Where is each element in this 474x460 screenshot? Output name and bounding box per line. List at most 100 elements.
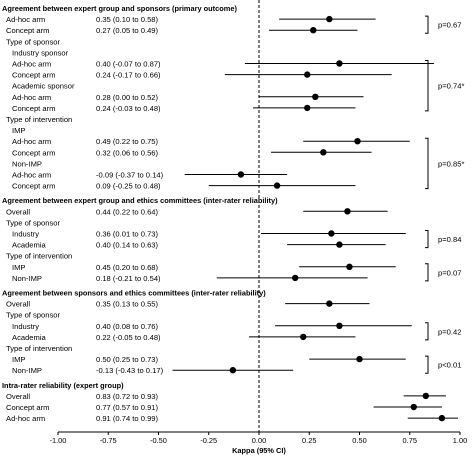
ci-text: 0.32 (0.06 to 0.56) <box>96 148 159 157</box>
x-tick-label: 0.25 <box>302 436 316 445</box>
row-label: Ad-hoc arm <box>12 60 51 69</box>
estimate-point <box>336 241 343 248</box>
estimate-point <box>438 414 446 422</box>
subgroup-label: Industry sponsor <box>12 48 69 57</box>
row-label: Concept arm <box>6 403 49 412</box>
estimate-point <box>300 333 307 341</box>
subgroup-label: Type of sponsor <box>6 218 61 227</box>
p-value-label: p=0.84 <box>438 235 461 244</box>
x-tick-label: -0.75 <box>100 436 117 445</box>
ci-text: 0.45 (0.20 to 0.68) <box>96 263 159 272</box>
ci-text: 0.09 (-0.25 to 0.48) <box>96 182 161 191</box>
ci-text: 0.50 (0.25 to 0.73) <box>96 355 159 364</box>
ci-text: 0.44 (0.22 to 0.64) <box>96 207 159 216</box>
subgroup-label: Type of intervention <box>6 252 72 261</box>
x-axis-title: Kappa (95% CI) <box>232 446 286 455</box>
ci-text: 0.91 (0.74 to 0.99) <box>96 414 159 423</box>
subgroup-label: Type of sponsor <box>6 311 61 320</box>
row-label: Concept arm <box>6 26 49 35</box>
row-label: Concept arm <box>12 71 55 80</box>
p-value-label: p=0.07 <box>438 268 461 277</box>
row-label: Industry <box>12 230 39 239</box>
estimate-point <box>310 27 317 34</box>
x-tick-label: 0.75 <box>403 436 417 445</box>
row-label: Concept arm <box>12 182 55 191</box>
p-value-bracket <box>425 15 429 34</box>
p-value-label: p<0.01 <box>438 361 461 370</box>
row-label: Academia <box>12 241 47 250</box>
estimate-point <box>344 208 351 215</box>
ci-text: 0.27 (0.05 to 0.49) <box>96 26 159 35</box>
x-tick-label: -0.50 <box>150 436 167 445</box>
row-label: IMP <box>12 355 26 364</box>
x-tick-label: 0.00 <box>252 436 266 445</box>
x-tick-label: 1.00 <box>453 436 467 445</box>
estimate-point <box>346 263 353 270</box>
ci-text: -0.09 (-0.37 to 0.14) <box>96 171 164 180</box>
ci-text: 0.28 (0.00 to 0.52) <box>96 93 159 102</box>
p-value-bracket <box>425 230 429 249</box>
ci-text: 0.35 (0.10 to 0.58) <box>96 15 159 24</box>
row-label: Ad-hoc arm <box>12 137 51 146</box>
estimate-point <box>356 355 363 363</box>
section-header: Agreement between expert group and ethic… <box>2 196 278 205</box>
ci-text: 0.24 (-0.17 to 0.66) <box>96 71 161 80</box>
row-label: Concept arm <box>12 104 55 113</box>
estimate-point <box>326 300 333 307</box>
estimate-point <box>320 149 327 156</box>
estimate-point <box>328 230 335 237</box>
estimate-point <box>354 138 361 145</box>
ci-text: 0.40 (0.14 to 0.63) <box>96 241 159 250</box>
row-label: IMP <box>12 263 26 272</box>
row-label: Non-IMP <box>12 274 42 283</box>
p-value-label: p=0.85* <box>438 159 464 168</box>
row-label: Overall <box>6 300 30 309</box>
estimate-point <box>291 274 299 282</box>
estimate-marks <box>172 15 458 422</box>
row-label: Ad-hoc arm <box>12 171 51 180</box>
subgroup-label: IMP <box>12 126 26 135</box>
ci-text: 0.40 (-0.07 to 0.87) <box>96 60 161 69</box>
subgroup-label: Type of intervention <box>6 344 72 353</box>
row-label: Ad-hoc arm <box>6 15 45 24</box>
estimate-point <box>273 182 281 189</box>
estimate-point <box>304 104 311 112</box>
row-label: Industry <box>12 322 39 331</box>
x-tick-label: -1.00 <box>50 436 67 445</box>
row-label: Ad-hoc arm <box>6 414 45 423</box>
subgroup-label: Type of sponsor <box>6 37 61 46</box>
estimate-point <box>422 392 430 400</box>
ci-text: 0.83 (0.72 to 0.93) <box>96 392 159 401</box>
p-value-bracket <box>425 322 429 341</box>
p-value-label: p=0.42 <box>438 327 461 336</box>
row-label: Non-IMP <box>12 366 42 375</box>
row-label: Academia <box>12 333 47 342</box>
p-value-bracket <box>425 263 429 282</box>
row-labels: Agreement between expert group and spons… <box>2 4 278 423</box>
ci-text: 0.18 (-0.21 to 0.54) <box>96 274 161 283</box>
estimate-point <box>229 367 237 374</box>
ci-text: 0.49 (0.22 to 0.75) <box>96 137 159 146</box>
ci-text: 0.36 (0.01 to 0.73) <box>96 230 159 239</box>
row-label: Concept arm <box>12 148 55 157</box>
ci-text: 0.24 (-0.03 to 0.48) <box>96 104 161 113</box>
p-value-bracket <box>425 60 429 112</box>
section-header: Agreement between expert group and spons… <box>2 4 237 13</box>
estimate-point <box>336 60 343 67</box>
estimate-point <box>410 403 417 411</box>
estimate-point <box>304 71 311 78</box>
estimate-point <box>312 93 319 101</box>
subgroup-label: Academic sponsor <box>12 82 75 91</box>
section-header: Agreement between sponsors and ethics co… <box>2 289 266 298</box>
row-label: Ad-hoc arm <box>12 93 51 102</box>
subgroup-label: Type of intervention <box>6 115 72 124</box>
subgroup-label: Non-IMP <box>12 159 42 168</box>
section-header: Intra-rater reliability (expert group) <box>2 381 124 390</box>
p-value-bracket <box>425 137 429 190</box>
ci-text: 0.40 (0.08 to 0.76) <box>96 322 159 331</box>
ci-text: 0.77 (0.57 to 0.91) <box>96 403 159 412</box>
estimate-point <box>336 322 343 329</box>
p-value-annotations: p=0.67 p=0.74* p=0.85* p=0.84 p=0.07 p=0.42 p<… <box>425 15 464 374</box>
p-value-bracket <box>425 355 429 374</box>
